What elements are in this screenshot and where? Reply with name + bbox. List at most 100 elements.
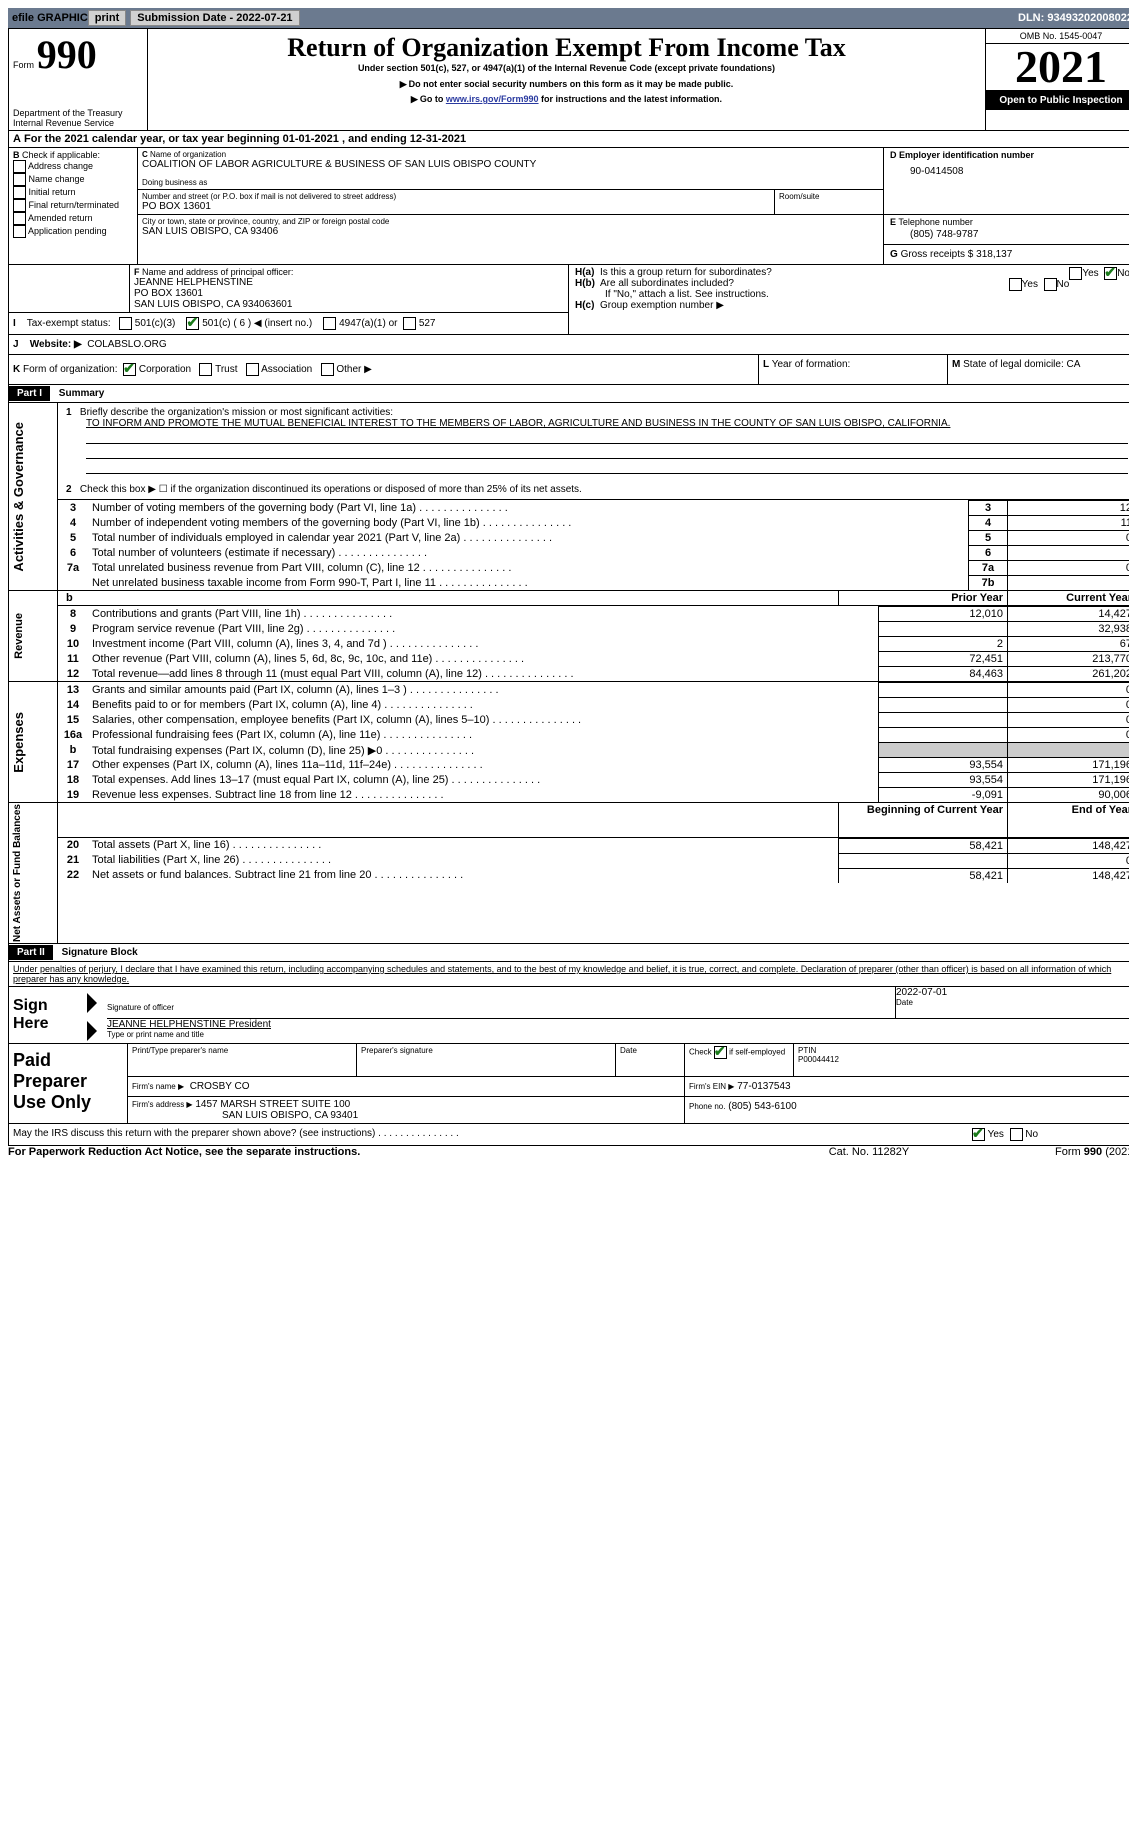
summary-row: 19Revenue less expenses. Subtract line 1… [58, 788, 1129, 803]
part1-hdr: Part I [9, 386, 50, 401]
sign-arrow-icon [87, 993, 97, 1013]
print-button[interactable]: print [88, 10, 126, 26]
form-subtitle: Under section 501(c), 527, or 4947(a)(1)… [152, 63, 981, 73]
s2-text: Check this box ▶ ☐ if the organization d… [80, 484, 582, 495]
ha-yes-chk[interactable] [1069, 267, 1082, 280]
irs-link[interactable]: www.irs.gov/Form990 [446, 94, 539, 104]
e-lbl: Telephone number [898, 217, 973, 227]
part2-title: Signature Block [56, 945, 144, 960]
g-lbl: Gross receipts $ [901, 249, 974, 260]
summary-row: 3Number of voting members of the governi… [58, 501, 1129, 516]
line-j: J Website: ▶ COLABSLO.ORG [8, 335, 1129, 355]
i-4947-chk[interactable] [323, 317, 336, 330]
summary-row: 22Net assets or fund balances. Subtract … [58, 868, 1129, 883]
eoy-hdr: End of Year [1008, 803, 1129, 838]
hb-no-chk[interactable] [1044, 278, 1057, 291]
part2-header-row: Part II Signature Block [8, 944, 1129, 962]
vlabel-ag: Activities & Governance [9, 403, 58, 591]
ptin-lbl: PTIN [798, 1046, 1129, 1055]
ha-lbl: Is this a group return for subordinates? [600, 267, 772, 278]
summary-row: bTotal fundraising expenses (Part IX, co… [58, 743, 1129, 758]
summary-row: 11Other revenue (Part VIII, column (A), … [58, 652, 1129, 667]
may-no-chk[interactable] [1010, 1128, 1023, 1141]
summary-row: 8Contributions and grants (Part VIII, li… [58, 607, 1129, 622]
firm-name: CROSBY CO [190, 1081, 250, 1092]
header-table: Form 990 Department of the Treasury Inte… [8, 28, 1129, 131]
f-lbl: Name and address of principal officer: [142, 267, 293, 277]
c-name-lbl: Name of organization [150, 150, 226, 159]
ha-no-chk[interactable] [1104, 267, 1117, 280]
self-emp-chk[interactable] [714, 1046, 727, 1059]
prep-date-lbl: Date [616, 1044, 685, 1077]
open-to-public: Open to Public Inspection [986, 91, 1129, 110]
summary-row: 4Number of independent voting members of… [58, 516, 1129, 531]
chk-initial[interactable]: Initial return [13, 186, 133, 199]
penalty-text: Under penalties of perjury, I declare th… [8, 962, 1129, 986]
hb-yes-chk[interactable] [1009, 278, 1022, 291]
d-lbl: Employer identification number [899, 150, 1034, 160]
tax-year: 2021 [986, 44, 1129, 91]
sig-officer-lbl: Signature of officer [107, 1003, 895, 1012]
chk-addr[interactable]: Address change [13, 160, 133, 173]
dept-treasury: Department of the Treasury [13, 108, 143, 118]
sign-here-table: Sign Here Signature of officer 2022-07-0… [8, 986, 1129, 1044]
summary-row: 16aProfessional fundraising fees (Part I… [58, 728, 1129, 743]
officer-name: JEANNE HELPHENSTINE [134, 277, 564, 288]
sign-here-lbl: Sign Here [9, 987, 88, 1044]
k-assoc-chk[interactable] [246, 363, 259, 376]
org-name: COALITION OF LABOR AGRICULTURE & BUSINES… [142, 159, 879, 170]
cy-hdr: Current Year [1008, 591, 1129, 606]
summary-row: 5Total number of individuals employed in… [58, 531, 1129, 546]
summary-row: 10Investment income (Part VIII, column (… [58, 637, 1129, 652]
irs-label: Internal Revenue Service [13, 118, 143, 128]
prep-sig-lbl: Preparer's signature [357, 1044, 616, 1077]
s1-lbl: Briefly describe the organization's miss… [80, 407, 393, 418]
part2-hdr: Part II [9, 945, 53, 960]
vlabel-exp: Expenses [9, 682, 58, 803]
may-discuss-row: May the IRS discuss this return with the… [8, 1124, 1129, 1146]
signer-name-lbl: Type or print name and title [107, 1030, 1129, 1039]
mission-text: TO INFORM AND PROMOTE THE MUTUAL BENEFIC… [66, 418, 1128, 429]
form-number: 990 [37, 32, 97, 77]
prep-name-lbl: Print/Type preparer's name [128, 1044, 357, 1077]
chk-final[interactable]: Final return/terminated [13, 199, 133, 212]
form-word: Form [13, 60, 34, 70]
k-l-m-row: K Form of organization: Corporation Trus… [8, 355, 1129, 385]
summary-row: 12Total revenue—add lines 8 through 11 (… [58, 667, 1129, 682]
chk-name[interactable]: Name change [13, 173, 133, 186]
line-a: A For the 2021 calendar year, or tax yea… [8, 131, 1129, 148]
chk-amended[interactable]: Amended return [13, 212, 133, 225]
dba-lbl: Doing business as [142, 178, 879, 187]
firm-phone: (805) 543-6100 [728, 1101, 796, 1112]
summary-row: 21Total liabilities (Part X, line 26)0 [58, 853, 1129, 868]
ein-value: 90-0414508 [890, 160, 1129, 183]
m-lbl: State of legal domicile: [963, 359, 1064, 370]
may-yes-chk[interactable] [972, 1128, 985, 1141]
hb-lbl: Are all subordinates included? [600, 278, 734, 289]
k-other-chk[interactable] [321, 363, 334, 376]
summary-row: Net unrelated business taxable income fr… [58, 576, 1129, 591]
ssn-note: Do not enter social security numbers on … [152, 79, 981, 90]
k-corp-chk[interactable] [123, 363, 136, 376]
i-501c-chk[interactable] [186, 317, 199, 330]
part1-header-row: Part I Summary [8, 385, 1129, 403]
sig-date-lbl: Date [896, 998, 1129, 1007]
vlabel-rev: Revenue [9, 591, 58, 682]
sign-arrow2-icon [87, 1021, 97, 1041]
summary-row: 6Total number of volunteers (estimate if… [58, 546, 1129, 561]
summary-row: 7aTotal unrelated business revenue from … [58, 561, 1129, 576]
website-value: COLABSLO.ORG [87, 339, 166, 350]
summary-table: Activities & Governance 1 Briefly descri… [8, 403, 1129, 944]
k-trust-chk[interactable] [199, 363, 212, 376]
summary-row: 15Salaries, other compensation, employee… [58, 713, 1129, 728]
officer-addr1: PO BOX 13601 [134, 288, 564, 299]
signer-name: JEANNE HELPHENSTINE President [107, 1019, 1129, 1030]
goto-note: Go to www.irs.gov/Form990 for instructio… [152, 94, 981, 105]
cat-no: Cat. No. 11282Y [781, 1146, 958, 1158]
i-501c3-chk[interactable] [119, 317, 132, 330]
dln: DLN: 93493202008022 [1018, 12, 1129, 24]
part1-title: Summary [53, 386, 111, 401]
chk-pending[interactable]: Application pending [13, 225, 133, 238]
summary-row: 13Grants and similar amounts paid (Part … [58, 683, 1129, 698]
i-527-chk[interactable] [403, 317, 416, 330]
